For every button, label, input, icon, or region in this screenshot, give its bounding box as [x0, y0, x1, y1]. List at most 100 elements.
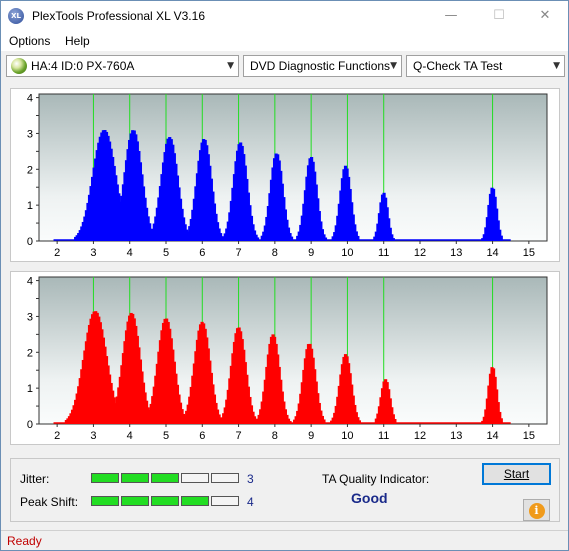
meter-segment	[121, 473, 149, 483]
maximize-button[interactable]: ☐	[493, 8, 505, 23]
disc-drive-icon	[11, 58, 27, 74]
x-tick-label: 13	[450, 430, 462, 442]
menu-options[interactable]: Options	[9, 34, 51, 48]
histogram-bar	[498, 411, 502, 424]
x-tick-label: 15	[523, 430, 535, 442]
jitter-meter	[91, 473, 241, 483]
peak-shift-label: Peak Shift:	[20, 495, 79, 509]
histogram-bar	[356, 235, 360, 241]
x-tick-label: 6	[199, 430, 205, 442]
meter-segment	[181, 496, 209, 506]
title-bar: XL PlexTools Professional XL V3.16 — ☐ ✕	[1, 1, 568, 31]
drive-select[interactable]: HA:4 ID:0 PX-760A ▼	[6, 55, 239, 77]
x-tick-label: 13	[450, 247, 462, 259]
histogram-bar	[256, 237, 260, 241]
x-tick-label: 15	[523, 247, 535, 259]
x-tick-label: 2	[54, 247, 60, 259]
y-tick-label: 0	[27, 236, 33, 248]
x-tick-label: 3	[90, 430, 96, 442]
window-title: PlexTools Professional XL V3.16	[32, 9, 205, 23]
peak-shift-chart-panel: 4 3 2 1 0 2 3 4 5 6 7 8 9 10 11 12 13 14 15	[10, 271, 560, 445]
x-tick-label: 8	[272, 430, 278, 442]
meter-segment	[151, 473, 179, 483]
y-tick-label: 2	[27, 164, 33, 176]
meter-segment	[181, 473, 209, 483]
chevron-down-icon: ▼	[227, 61, 234, 71]
meter-segment	[91, 496, 119, 506]
status-text: Ready	[7, 534, 42, 548]
x-tick-label: 7	[236, 430, 242, 442]
meter-segment	[211, 473, 239, 483]
meter-segment	[211, 496, 239, 506]
x-tick-label: 2	[54, 430, 60, 442]
x-tick-label: 5	[163, 247, 169, 259]
toolbar: HA:4 ID:0 PX-760A ▼ DVD Diagnostic Funct…	[1, 51, 568, 83]
meter-segment	[151, 496, 179, 506]
function-select[interactable]: DVD Diagnostic Functions ▼	[243, 55, 402, 77]
minimize-button[interactable]: —	[444, 8, 458, 23]
start-button[interactable]: Start	[482, 463, 551, 485]
histogram-bar	[499, 418, 503, 424]
test-select[interactable]: Q-Check TA Test ▼	[406, 55, 565, 77]
info-icon: i	[528, 503, 545, 519]
menu-bar: Options Help	[1, 31, 568, 51]
close-button[interactable]: ✕	[539, 8, 551, 23]
test-select-value: Q-Check TA Test	[413, 59, 503, 73]
x-tick-label: 9	[308, 247, 314, 259]
histogram-bar	[322, 419, 326, 424]
x-tick-label: 11	[378, 430, 389, 442]
x-tick-label: 10	[341, 430, 353, 442]
ta-quality-label: TA Quality Indicator:	[322, 472, 430, 486]
histogram-bar	[499, 235, 503, 241]
jitter-chart-panel: 4 3 2 1 0 2 3 4 5 6 7 8 9 10 11 12 13 14 15	[10, 88, 560, 262]
drive-select-value: HA:4 ID:0 PX-760A	[31, 59, 135, 73]
y-tick-label: 2	[27, 347, 33, 359]
y-tick-label: 4	[27, 93, 33, 105]
menu-help[interactable]: Help	[65, 34, 90, 48]
x-tick-label: 12	[414, 430, 426, 442]
peak-shift-meter	[91, 496, 241, 506]
peak-shift-value: 4	[247, 495, 254, 509]
x-tick-label: 11	[378, 247, 389, 259]
histogram-bar	[289, 236, 294, 241]
x-tick-label: 4	[127, 430, 133, 442]
meter-segment	[121, 496, 149, 506]
x-tick-label: 8	[272, 247, 278, 259]
histogram-bar	[498, 229, 502, 241]
x-tick-label: 5	[163, 430, 169, 442]
y-tick-label: 1	[27, 383, 33, 395]
y-tick-label: 0	[27, 419, 33, 431]
histogram-bar	[357, 420, 362, 424]
info-button[interactable]: i	[523, 499, 550, 521]
status-bar: Ready	[1, 530, 568, 550]
histogram-bar	[288, 421, 292, 424]
jitter-label: Jitter:	[20, 472, 50, 486]
x-tick-label: 12	[414, 247, 426, 259]
app-logo-icon: XL	[8, 8, 24, 24]
ta-quality-value: Good	[351, 490, 388, 506]
x-tick-label: 6	[199, 247, 205, 259]
histogram-bar	[393, 418, 397, 424]
chevron-down-icon: ▼	[390, 61, 397, 71]
meter-segment	[91, 473, 119, 483]
x-tick-label: 3	[90, 247, 96, 259]
x-tick-label: 7	[236, 247, 242, 259]
histogram-bar	[323, 237, 328, 241]
results-panel: Jitter: 3 Peak Shift: 4 TA Quality Indic…	[10, 458, 560, 522]
y-tick-label: 3	[27, 128, 33, 140]
histogram-bar	[391, 238, 395, 241]
y-tick-label: 3	[27, 311, 33, 323]
function-select-value: DVD Diagnostic Functions	[250, 59, 391, 73]
chevron-down-icon: ▼	[553, 61, 560, 71]
y-tick-label: 4	[27, 276, 33, 288]
x-tick-label: 14	[486, 247, 498, 259]
histogram-bar	[390, 234, 394, 241]
jitter-value: 3	[247, 472, 254, 486]
x-tick-label: 9	[308, 430, 314, 442]
x-tick-label: 10	[341, 247, 353, 259]
start-button-label: Start	[503, 467, 530, 481]
y-tick-label: 1	[27, 200, 33, 212]
